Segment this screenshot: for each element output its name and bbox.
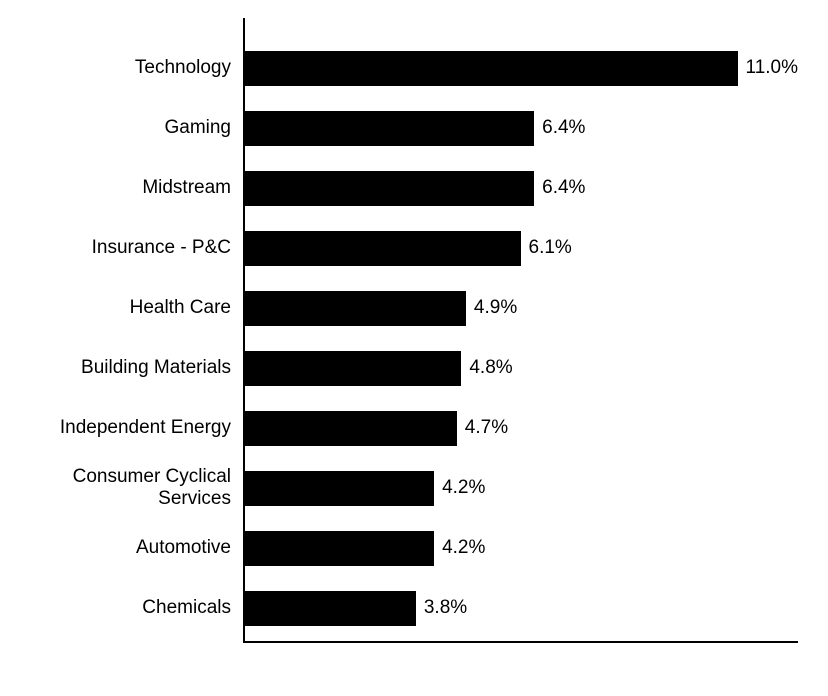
category-label: Midstream <box>23 177 243 199</box>
bar-row: Gaming6.4% <box>243 111 798 146</box>
value-label: 4.8% <box>461 357 512 379</box>
bar <box>243 171 534 206</box>
x-axis <box>243 641 798 643</box>
chart-container: Technology11.0%Gaming6.4%Midstream6.4%In… <box>0 0 828 696</box>
value-label: 11.0% <box>738 57 798 79</box>
bar <box>243 291 466 326</box>
bar-row: Automotive4.2% <box>243 531 798 566</box>
bar <box>243 531 434 566</box>
value-label: 4.2% <box>434 477 485 499</box>
bar-row: Health Care4.9% <box>243 291 798 326</box>
category-label: Chemicals <box>23 597 243 619</box>
value-label: 4.9% <box>466 297 517 319</box>
category-label: Health Care <box>23 297 243 319</box>
value-label: 4.2% <box>434 537 485 559</box>
bar <box>243 411 457 446</box>
bar-row: Consumer Cyclical Services4.2% <box>243 471 798 506</box>
value-label: 3.8% <box>416 597 467 619</box>
category-label: Insurance - P&C <box>23 237 243 259</box>
value-label: 6.4% <box>534 177 585 199</box>
bar-row: Technology11.0% <box>243 51 798 86</box>
value-label: 6.1% <box>521 237 572 259</box>
bar <box>243 111 534 146</box>
bar <box>243 231 521 266</box>
bar-row: Building Materials4.8% <box>243 351 798 386</box>
bar-row: Chemicals3.8% <box>243 591 798 626</box>
bar-row: Insurance - P&C6.1% <box>243 231 798 266</box>
category-label: Gaming <box>23 117 243 139</box>
plot-area: Technology11.0% Gaming6.4% Midstream6.4% In… <box>243 18 798 643</box>
category-label: Technology <box>23 57 243 79</box>
category-label: Independent Energy <box>23 417 243 439</box>
bar <box>243 51 738 86</box>
bar-row: Independent Energy4.7% <box>243 411 798 446</box>
category-label: Automotive <box>23 537 243 559</box>
category-label: Consumer Cyclical Services <box>23 466 243 510</box>
bar <box>243 591 416 626</box>
bar <box>243 351 461 386</box>
value-label: 4.7% <box>457 417 508 439</box>
category-label: Building Materials <box>23 357 243 379</box>
bar-row: Midstream6.4% <box>243 171 798 206</box>
value-label: 6.4% <box>534 117 585 139</box>
bar <box>243 471 434 506</box>
